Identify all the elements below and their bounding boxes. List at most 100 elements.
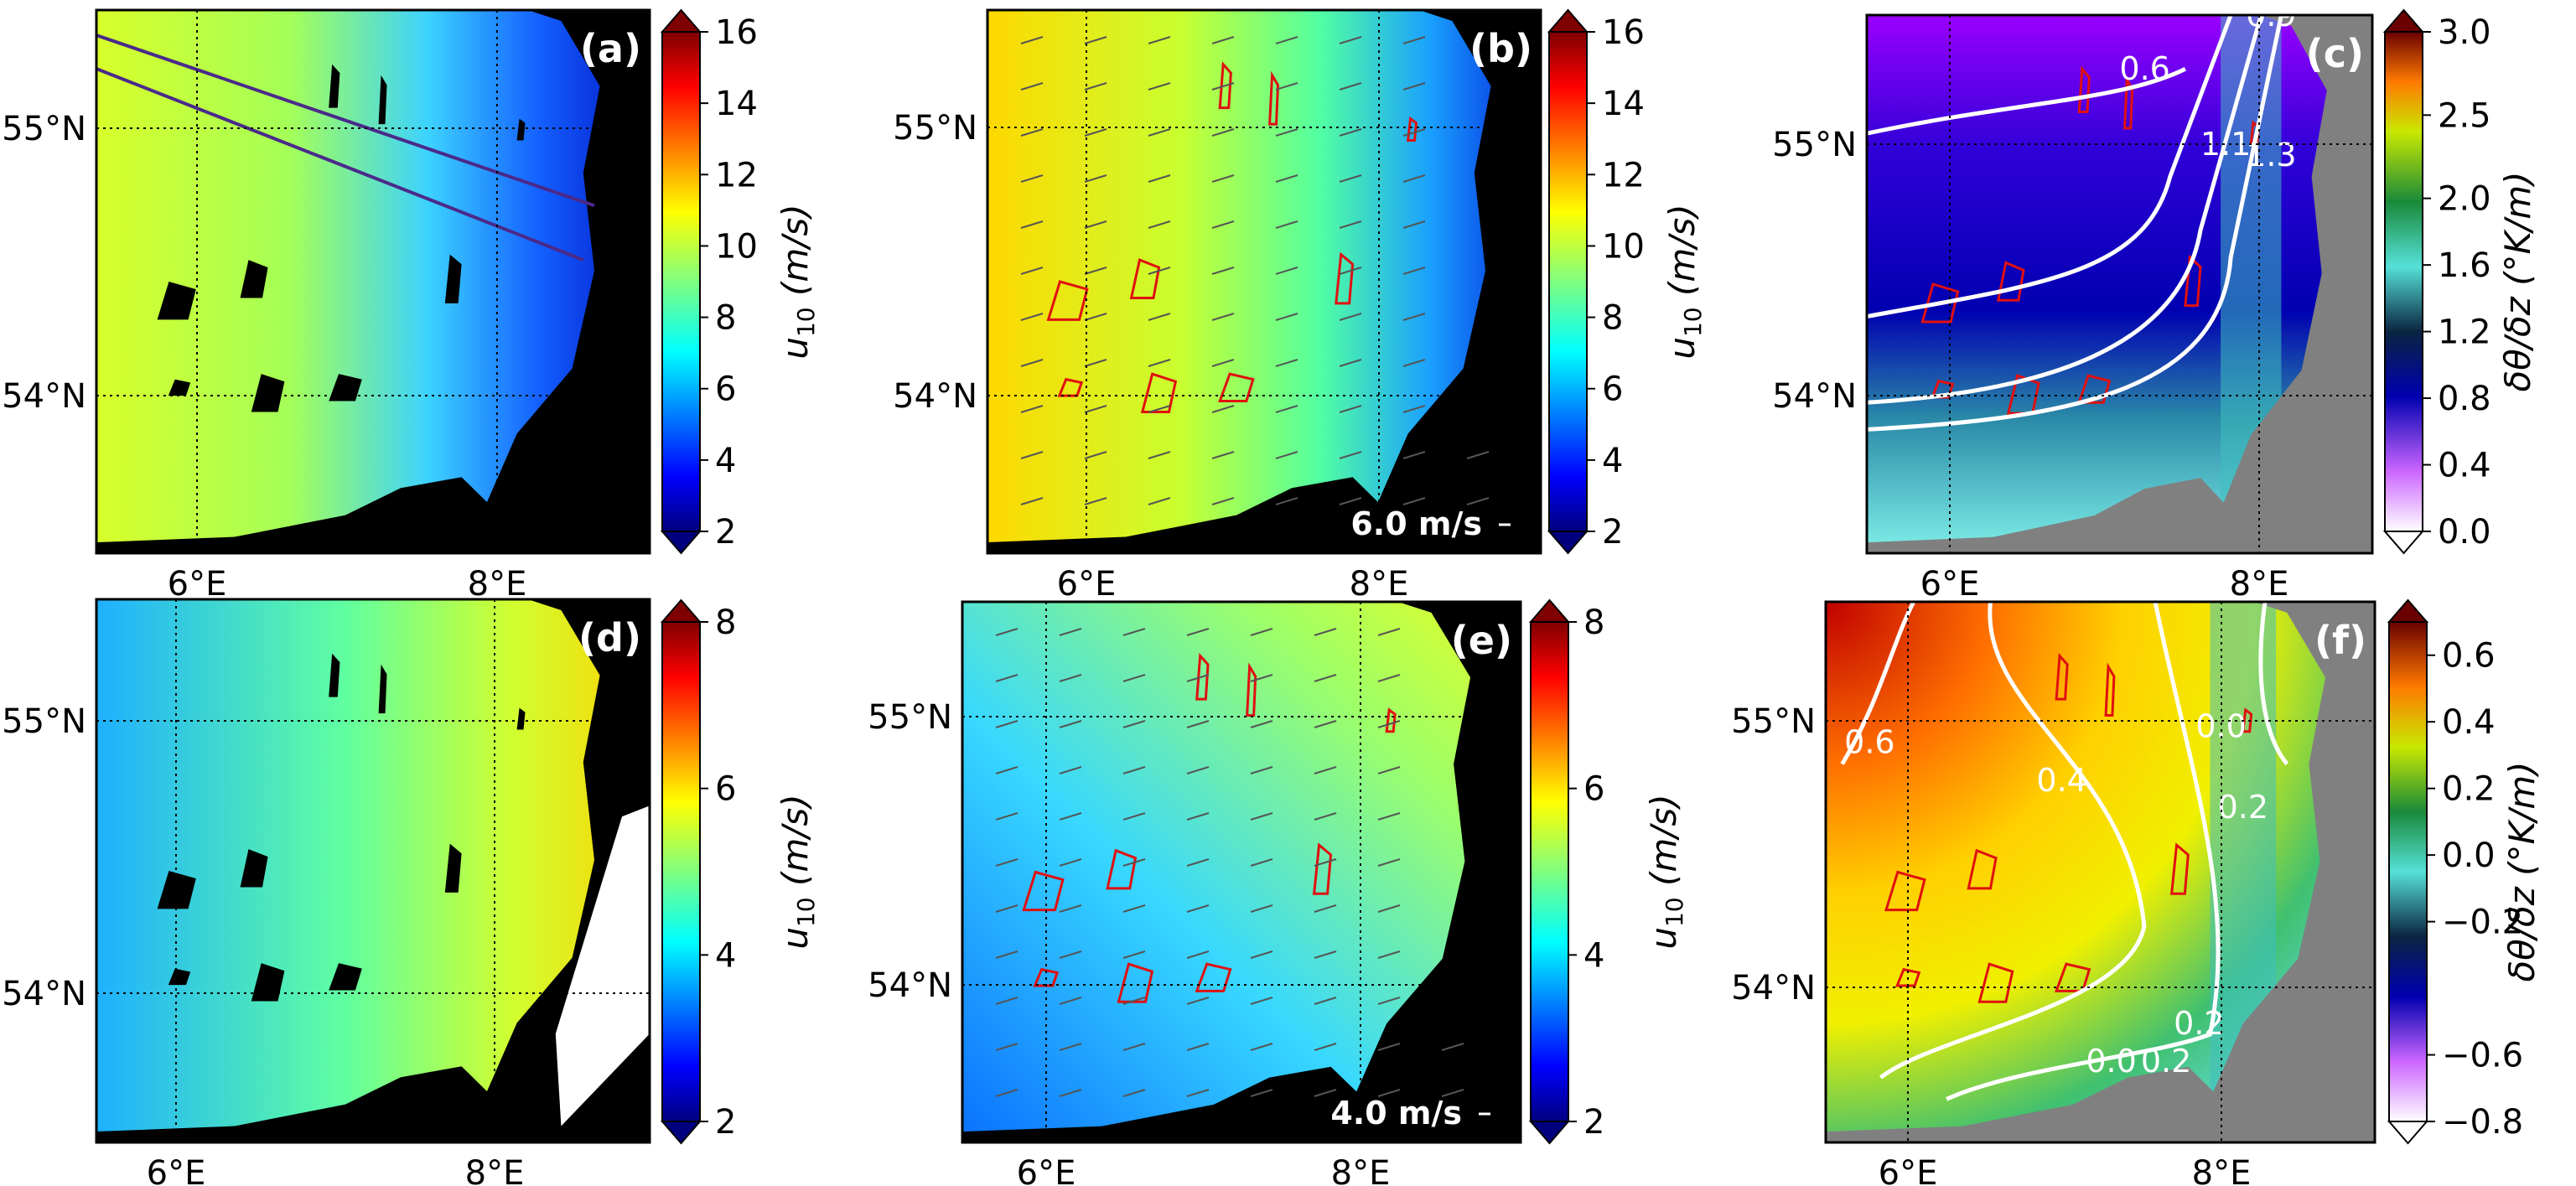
wind-farm (251, 374, 285, 412)
wind-vector (1122, 1043, 1146, 1051)
contour-line (2258, 602, 2289, 766)
panel-label: (f) (2314, 618, 2366, 663)
wind-vector (1377, 858, 1401, 867)
wind-vector (1314, 950, 1337, 959)
wind-vector (1148, 359, 1171, 367)
wind-vector (1122, 766, 1146, 774)
wind-vector (995, 858, 1018, 867)
wind-vector (1377, 950, 1401, 959)
wind-vector (1186, 674, 1210, 682)
wind-farm-outline (1195, 962, 1232, 992)
x-tick-label: 6°E (1920, 565, 1980, 603)
wind-farm-outline (2077, 374, 2112, 404)
y-tick-label: 55°N (1731, 702, 1816, 741)
wind-vector (1402, 497, 1426, 505)
wind-farm-outline (1106, 848, 1138, 890)
colorbar-extend-max (660, 8, 702, 33)
wind-farm (168, 379, 191, 396)
wind-vector (1211, 82, 1235, 91)
wind-vector (1339, 359, 1362, 367)
wind-farm-outline (1218, 61, 1232, 110)
wind-vector (1339, 36, 1362, 44)
colorbar-tick-label: 2 (1583, 1103, 1604, 1142)
wind-vector (1084, 359, 1107, 367)
wind-vector (1148, 451, 1171, 459)
wind-vector (995, 950, 1018, 959)
colorbar-tick-label: 2 (715, 513, 736, 552)
wind-vector (1250, 720, 1273, 728)
wind-vector (1275, 82, 1298, 91)
wind-vector (1186, 1043, 1210, 1051)
wind-vector (1339, 313, 1362, 321)
wind-farm-outline (1335, 251, 1355, 305)
wind-vector (1314, 674, 1337, 682)
colorbar-tick-label: 6 (1602, 370, 1623, 409)
coastline-land (1353, 602, 1521, 1142)
wind-vector (1084, 313, 1107, 321)
colorbar-tick-label: 2.5 (2438, 96, 2491, 135)
wind-farm (240, 260, 268, 298)
colorbar-label-symbol: δθ/δz (2497, 296, 2538, 391)
wind-farm (329, 374, 362, 401)
y-tick-label: 55°N (868, 698, 952, 737)
wind-farm (157, 282, 196, 320)
contour-label: 1.3 (2246, 137, 2296, 173)
contour-line (1879, 602, 2147, 1080)
wind-vector (1059, 858, 1082, 867)
wind-vector (1122, 904, 1146, 913)
x-tick-label: 6°E (1017, 1154, 1076, 1186)
wind-vector (1339, 451, 1362, 459)
x-tick-label: 8°E (2230, 565, 2289, 603)
panel-label: (d) (578, 615, 641, 660)
wind-vector (1250, 674, 1273, 682)
coastline-land (1867, 478, 2252, 553)
colorbar-extend-min (2387, 1121, 2429, 1145)
wind-vector (1377, 1043, 1401, 1051)
wind-vector (1275, 220, 1298, 229)
colorbar-label-subscript: 10 (792, 897, 820, 927)
colorbar-label-subscript: 10 (792, 307, 820, 337)
wind-vector (1020, 174, 1044, 183)
colorbar-label: u10 (m/s) (775, 204, 820, 359)
wind-vector (1339, 220, 1362, 229)
colorbar-tick-label: 2 (1602, 513, 1623, 552)
wind-farm-outline (2077, 65, 2091, 114)
colorbar-label-unit: (m/s) (1661, 204, 1703, 307)
wind-vector (1122, 628, 1146, 636)
colorbar-scale (661, 31, 701, 532)
wind-vector (1339, 174, 1362, 183)
colorbar-tick-label: 6 (715, 770, 736, 809)
wind-vector (1211, 451, 1235, 459)
contour-line (1867, 15, 2283, 432)
coastline-land (96, 1066, 517, 1142)
wind-vector (1377, 1089, 1401, 1097)
wind-vector (1275, 451, 1298, 459)
wind-vector (1211, 359, 1235, 367)
wind-vector (1084, 220, 1107, 229)
wind-vector (995, 1089, 1018, 1097)
colorbar-scale (1530, 621, 1569, 1122)
colorbar-label-symbol: u (1643, 927, 1684, 950)
wind-vector (1148, 36, 1171, 44)
wind-farm-outline (1967, 848, 1998, 890)
panel-c: 0.60.91.11.36°E 8°E55°N54°N(c)0.00.40.81.… (1772, 8, 2538, 603)
contour-label: 0.2 (2174, 1005, 2224, 1042)
colorbar-tick-label: 4 (1583, 936, 1604, 975)
colorbar-tick-label: 8 (715, 299, 736, 338)
x-tick-label: 6°E (168, 565, 227, 603)
colorbar-tick-label: −0.8 (2442, 1103, 2523, 1142)
wind-vector (1148, 405, 1171, 413)
wind-vector (1466, 451, 1490, 459)
wind-farm-outline (1129, 258, 1161, 299)
wind-vector (1211, 497, 1235, 505)
wind-vector (1148, 82, 1171, 91)
x-tick-label: 6°E (147, 1154, 206, 1186)
wind-vector (1402, 451, 1426, 459)
axes-frame (95, 598, 651, 1144)
panel-label: (b) (1469, 26, 1532, 71)
wind-vector (1314, 1043, 1337, 1051)
wind-farm-outline (1117, 962, 1154, 1003)
y-tick-label: 54°N (2, 975, 86, 1013)
no-data-area (555, 805, 650, 1126)
wind-vector (1377, 997, 1401, 1005)
